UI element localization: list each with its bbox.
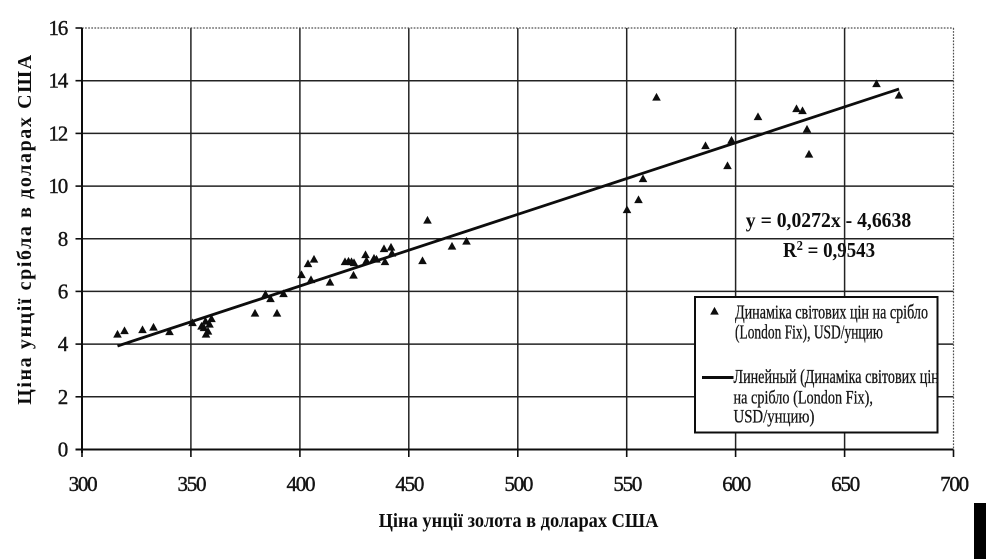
svg-text:500: 500 [504,472,533,496]
svg-text:550: 550 [613,472,642,496]
svg-text:USD/унцию): USD/унцию) [734,406,815,427]
svg-text:y = 0,0272x - 4,6638: y = 0,0272x - 4,6638 [746,209,911,232]
svg-text:(London Fix), USD/унцию: (London Fix), USD/унцию [735,321,883,343]
svg-text:450: 450 [395,472,424,496]
svg-text:8: 8 [58,227,68,251]
svg-text:Ціна унції золота в доларах СШ: Ціна унції золота в доларах США [379,510,659,532]
svg-text:16: 16 [49,16,68,40]
svg-text:650: 650 [831,472,860,496]
svg-text:300: 300 [69,472,98,496]
svg-text:на срібло (London Fix),: на срібло (London Fix), [734,386,873,408]
svg-text:14: 14 [49,69,69,93]
svg-text:700: 700 [940,472,969,496]
svg-text:0: 0 [58,438,68,462]
svg-text:10: 10 [49,174,68,198]
svg-text:400: 400 [287,472,316,496]
svg-text:Ціна унції срібла в доларах СШ: Ціна унції срібла в доларах США [14,53,36,405]
svg-text:12: 12 [49,121,68,145]
svg-text:6: 6 [58,279,68,303]
svg-text:Линейный (Динаміка світових ці: Линейный (Динаміка світових цін [734,366,939,388]
svg-text:600: 600 [722,472,751,496]
svg-text:350: 350 [178,472,207,496]
svg-text:Динаміка світових цін на срібл: Динаміка світових цін на срібло [735,301,928,323]
svg-text:2: 2 [58,385,68,409]
